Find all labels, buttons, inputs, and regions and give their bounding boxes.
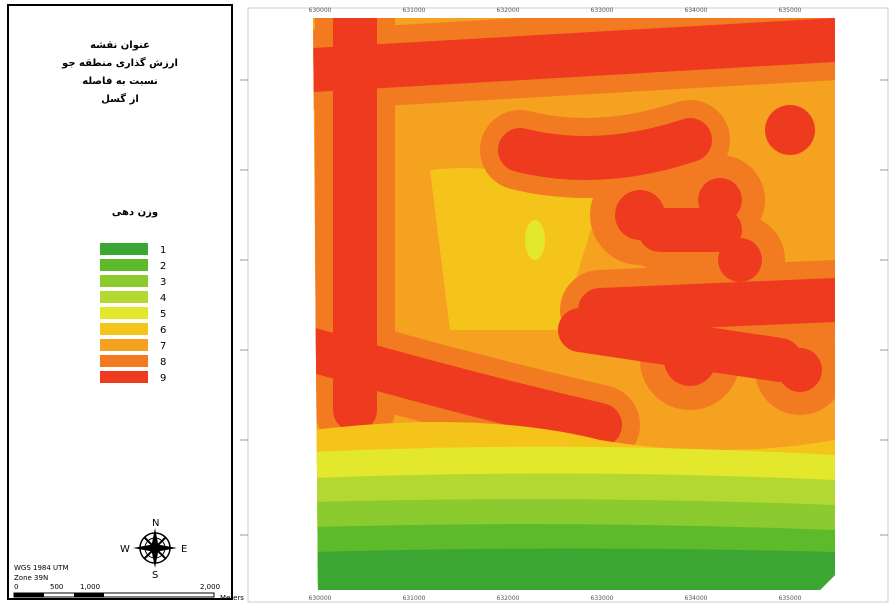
map-title-line: ارزش گذاری منطقه جو (61, 56, 178, 69)
x-tick-label: 634000 (685, 7, 708, 14)
scale-label: 2,000 (200, 583, 220, 591)
compass-n: N (152, 518, 159, 529)
projection: WGS 1984 UTM (14, 564, 69, 572)
x-tick-label: 630000 (309, 7, 332, 14)
x-tick-label: 632000 (497, 7, 520, 14)
x-tick-label: 634000 (685, 595, 708, 602)
x-tick-label: 630000 (309, 595, 332, 602)
map-frame (247, 7, 889, 603)
scale-unit: Meters (220, 594, 244, 602)
map (313, 18, 835, 590)
scale-label: 1,000 (80, 583, 100, 591)
legend-swatch (100, 243, 148, 255)
legend-swatch (100, 371, 148, 383)
x-tick-label: 631000 (403, 7, 426, 14)
projection: Zone 39N (14, 574, 48, 582)
x-tick-label: 633000 (591, 595, 614, 602)
legend-label: 3 (160, 277, 166, 288)
legend-label: 4 (160, 293, 166, 304)
x-tick-label: 633000 (591, 7, 614, 14)
compass-e: E (181, 544, 187, 555)
compass-s: S (152, 570, 158, 581)
scale-label: 500 (50, 583, 63, 591)
x-tick-label: 635000 (779, 7, 802, 14)
x-tick-label: 635000 (779, 595, 802, 602)
legend-swatch (100, 323, 148, 335)
legend-swatch (100, 291, 148, 303)
legend-label: 7 (160, 341, 166, 352)
legend-label: 8 (160, 357, 166, 368)
compass-w: W (120, 544, 130, 555)
legend-label: 2 (160, 261, 166, 272)
legend-label: 9 (160, 373, 166, 384)
map-title-line: نسبت به فاصله (82, 76, 158, 87)
legend-label: 1 (160, 245, 166, 256)
legend-swatch (100, 259, 148, 271)
compass (133, 528, 177, 568)
legend-swatch (100, 275, 148, 287)
scale-label: 0 (14, 583, 18, 591)
map-heading: عنوان نقشه (90, 40, 150, 51)
legend-swatch (100, 339, 148, 351)
scale-bar (13, 592, 215, 598)
legend-label: 5 (160, 309, 166, 320)
legend-label: 6 (160, 325, 166, 336)
legend-swatch (100, 307, 148, 319)
legend-swatch (100, 355, 148, 367)
x-tick-label: 631000 (403, 595, 426, 602)
x-tick-label: 632000 (497, 595, 520, 602)
map-title-line: از گسل (101, 92, 139, 105)
map-ticks (240, 79, 888, 536)
legend-title: وزن دهی (112, 207, 158, 218)
